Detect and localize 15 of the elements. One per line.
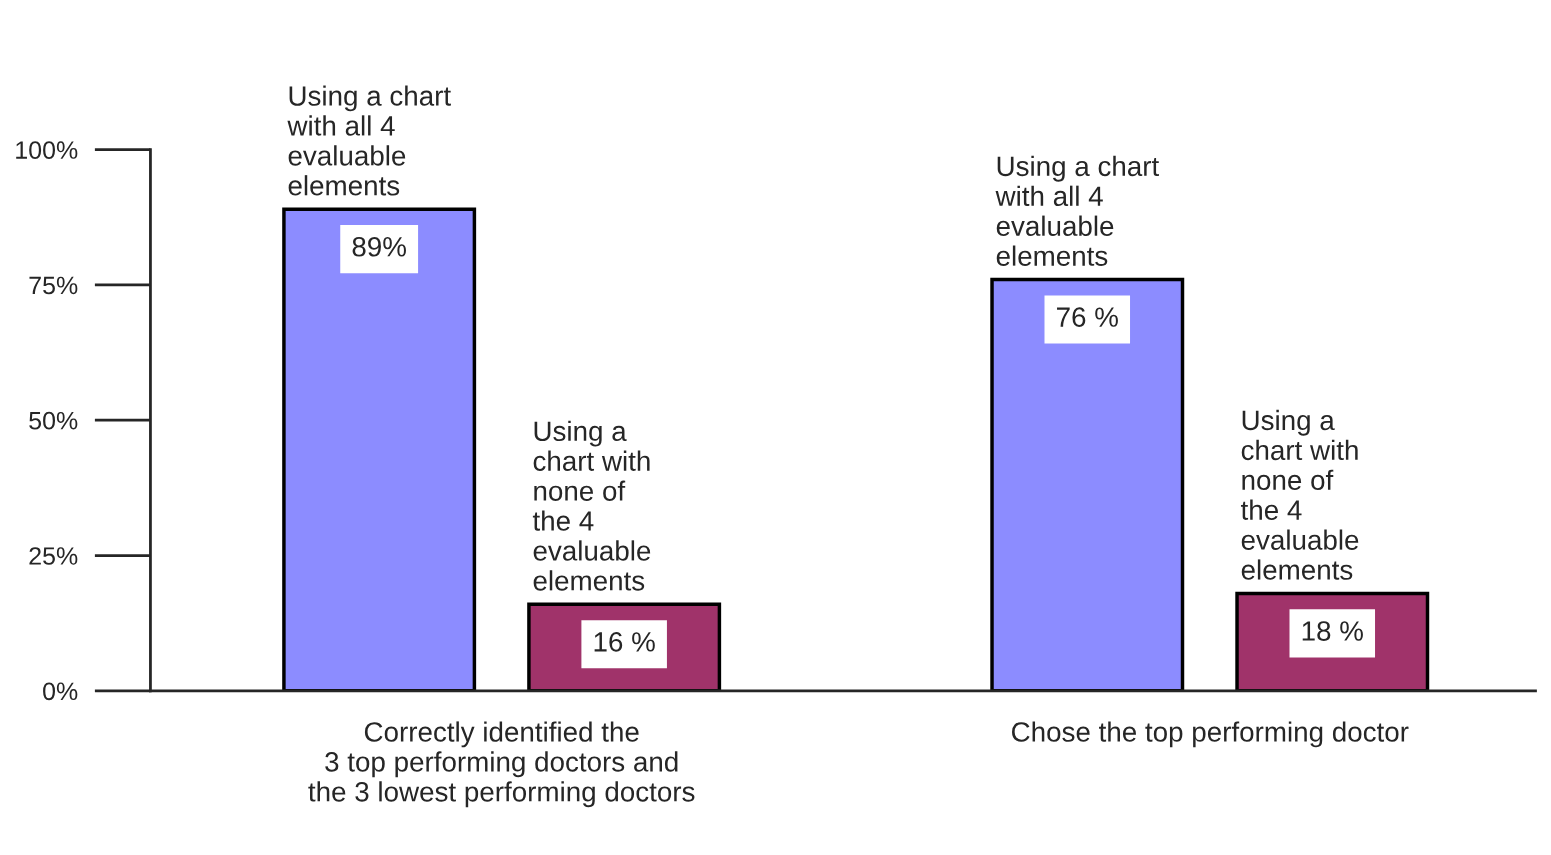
y-tick-label: 100% — [16, 141, 78, 159]
y-tick-label: 75% — [29, 276, 78, 295]
series-label: Using a chart with all 4 evaluable elements — [995, 155, 1160, 266]
text: Using a chart with none of the 4 evaluable elements — [1240, 409, 1359, 580]
y-tick-label: 0% — [43, 682, 78, 701]
series-label: Using a chart with none of the 4 evaluable elements — [532, 420, 651, 591]
y-tick-label: 25% — [29, 547, 78, 565]
data-label: 18 % — [1302, 621, 1363, 641]
y-tick-label: 50% — [29, 411, 78, 430]
data-label: 16 % — [594, 632, 655, 652]
data-label: 89% — [352, 236, 406, 257]
x-tick-label: Correctly identified the 3 top performing doctors and the 3 lowest performing doctors — [308, 721, 695, 808]
text: Using a chart with all 4 evaluable elements — [287, 85, 451, 196]
x-tick-label: Chose the top performing doctor — [1012, 721, 1409, 748]
data-label: 76 % — [1057, 307, 1118, 327]
